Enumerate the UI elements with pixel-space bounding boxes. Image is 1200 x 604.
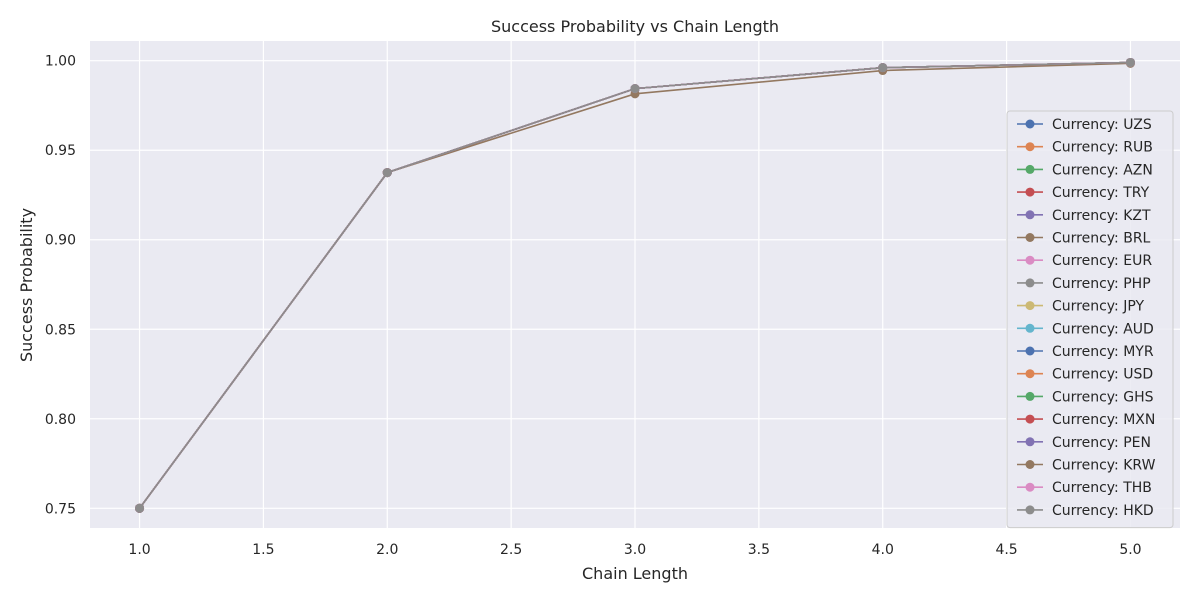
y-tick-label: 0.95 xyxy=(45,143,76,159)
legend-entry: Currency: KZT xyxy=(1017,208,1151,224)
legend-swatch-marker xyxy=(1025,255,1035,265)
legend-label: Currency: UZS xyxy=(1052,117,1152,133)
series-lines xyxy=(135,57,1135,513)
legend-label: Currency: PEN xyxy=(1052,435,1151,451)
series-group xyxy=(135,57,1135,513)
y-tick-label: 0.80 xyxy=(45,412,76,428)
legend-label: Currency: KRW xyxy=(1052,458,1156,474)
legend-entry: Currency: BRL xyxy=(1017,231,1151,247)
legend-label: Currency: MXN xyxy=(1052,412,1155,428)
legend-label: Currency: MYR xyxy=(1052,344,1154,360)
legend-swatch-marker xyxy=(1025,369,1035,379)
legend-swatch-marker xyxy=(1025,437,1035,447)
legend-swatch-marker xyxy=(1025,460,1035,469)
x-tick-label: 4.0 xyxy=(872,542,894,558)
legend-swatch-marker xyxy=(1025,482,1035,492)
data-point xyxy=(630,84,640,94)
legend-swatch-marker xyxy=(1025,119,1035,129)
legend-entry: Currency: JPY xyxy=(1017,299,1144,315)
legend-entry: Currency: HKD xyxy=(1017,503,1154,519)
legend-label: Currency: RUB xyxy=(1052,140,1153,156)
legend-entry: Currency: THB xyxy=(1017,480,1152,496)
legend-swatch-marker xyxy=(1025,210,1035,220)
legend-entry: Currency: USD xyxy=(1017,367,1153,383)
x-tick-label: 3.0 xyxy=(624,542,646,558)
y-tick-label: 1.00 xyxy=(45,54,76,70)
legend-label: Currency: KZT xyxy=(1052,208,1151,224)
legend-label: Currency: TRY xyxy=(1052,185,1150,201)
legend-swatch-marker xyxy=(1025,323,1035,333)
y-tick-label: 0.75 xyxy=(45,501,76,517)
legend-label: Currency: EUR xyxy=(1052,253,1152,269)
x-tick-label: 1.0 xyxy=(128,542,150,558)
x-tick-label: 4.5 xyxy=(995,542,1017,558)
y-axis-label: Success Probability xyxy=(17,208,36,362)
legend-swatch-marker xyxy=(1025,346,1035,356)
legend-label: Currency: AZN xyxy=(1052,162,1153,178)
data-point xyxy=(1125,57,1135,67)
chart-title: Success Probability vs Chain Length xyxy=(491,17,779,36)
legend-swatch-marker xyxy=(1025,278,1035,288)
legend-label: Currency: THB xyxy=(1052,480,1152,496)
legend-swatch-marker xyxy=(1025,414,1035,424)
y-tick-label: 0.90 xyxy=(45,233,76,249)
legend-entry: Currency: AUD xyxy=(1017,321,1154,337)
x-tick-label: 2.0 xyxy=(376,542,398,558)
legend-entry: Currency: EUR xyxy=(1017,253,1152,269)
data-point xyxy=(382,168,392,178)
legend-label: Currency: JPY xyxy=(1052,299,1144,315)
legend-swatch-marker xyxy=(1025,164,1035,174)
legend-swatch-marker xyxy=(1025,505,1035,515)
legend: Currency: UZS Currency: RUB Currency: AZN C… xyxy=(1006,110,1174,529)
legend-swatch-marker xyxy=(1025,233,1035,242)
legend-swatch-marker xyxy=(1025,301,1035,311)
legend-label: Currency: PHP xyxy=(1052,276,1151,292)
x-tick-label: 1.5 xyxy=(252,542,274,558)
y-tick-label: 0.85 xyxy=(45,322,76,338)
legend-entry: Currency: PEN xyxy=(1017,435,1151,451)
legend-swatch-marker xyxy=(1025,391,1035,401)
legend-entry: Currency: AZN xyxy=(1017,162,1153,178)
legend-label: Currency: USD xyxy=(1052,367,1153,383)
legend-label: Currency: GHS xyxy=(1052,389,1154,405)
legend-entry: Currency: RUB xyxy=(1017,140,1153,156)
legend-label: Currency: BRL xyxy=(1052,231,1151,247)
legend-entry: Currency: KRW xyxy=(1017,458,1156,474)
x-tick-label: 5.0 xyxy=(1119,542,1141,558)
legend-swatch-marker xyxy=(1025,142,1035,152)
legend-entry: Currency: MYR xyxy=(1017,344,1154,360)
legend-entry: Currency: MXN xyxy=(1017,412,1155,428)
data-point xyxy=(878,63,888,73)
legend-entry: Currency: TRY xyxy=(1017,185,1150,201)
x-tick-label: 3.5 xyxy=(748,542,770,558)
x-axis-label: Chain Length xyxy=(582,564,688,583)
x-tick-labels: 1.0 1.5 2.0 2.5 3.0 3.5 4.0 4.5 5.0 xyxy=(128,542,1141,558)
data-point xyxy=(135,503,145,513)
legend-swatch-marker xyxy=(1025,187,1035,197)
legend-entry: Currency: PHP xyxy=(1017,276,1151,292)
x-tick-label: 2.5 xyxy=(500,542,522,558)
legend-box xyxy=(1006,110,1174,529)
legend-entry: Currency: UZS xyxy=(1017,117,1152,133)
legend-label: Currency: HKD xyxy=(1052,503,1154,519)
legend-entry: Currency: GHS xyxy=(1017,389,1154,405)
legend-label: Currency: AUD xyxy=(1052,321,1154,337)
y-tick-labels: 0.75 0.80 0.85 0.90 0.95 1.00 xyxy=(45,54,76,518)
